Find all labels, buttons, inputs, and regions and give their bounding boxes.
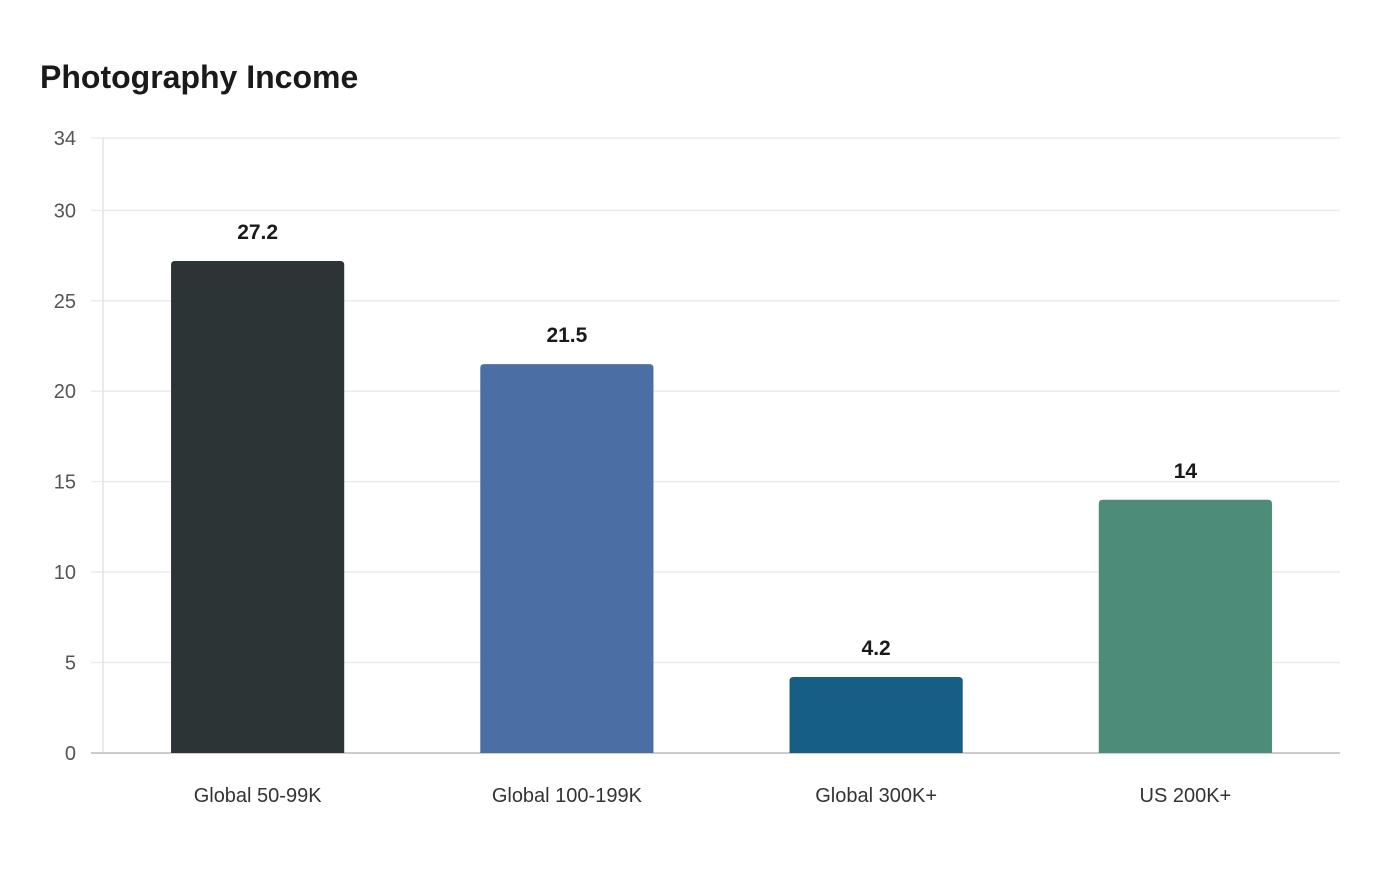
data-label: 21.5: [546, 324, 587, 347]
data-labels: 27.2 21.5 4.2 14: [237, 221, 1197, 660]
y-axis-ticks: 0 5 10 15 20 25 30 34: [54, 128, 76, 765]
y-tick-label: 20: [54, 381, 76, 403]
x-category-label: Global 300K+: [815, 785, 937, 807]
bars: [171, 261, 1272, 753]
y-tick-label: 10: [54, 562, 76, 584]
y-tick-label: 15: [54, 472, 76, 494]
y-tick-label: 5: [65, 653, 76, 675]
y-tick-label: 30: [54, 200, 76, 222]
x-category-label: US 200K+: [1140, 785, 1232, 807]
y-tick-label: 25: [54, 291, 76, 313]
bar[interactable]: [1098, 499, 1272, 753]
data-label: 27.2: [237, 221, 278, 244]
y-tick-label: 34: [54, 128, 76, 150]
y-tick-label: 0: [65, 743, 76, 765]
x-category-label: Global 100-199K: [492, 785, 643, 807]
data-label: 4.2: [862, 637, 891, 660]
x-axis-categories: Global 50-99K Global 100-199K Global 300K+…: [194, 785, 1232, 807]
data-label: 14: [1174, 460, 1198, 483]
bar[interactable]: [171, 261, 345, 753]
x-category-label: Global 50-99K: [194, 785, 323, 807]
bar[interactable]: [480, 364, 654, 753]
chart-title: Photography Income: [40, 59, 359, 95]
bar[interactable]: [789, 677, 963, 753]
